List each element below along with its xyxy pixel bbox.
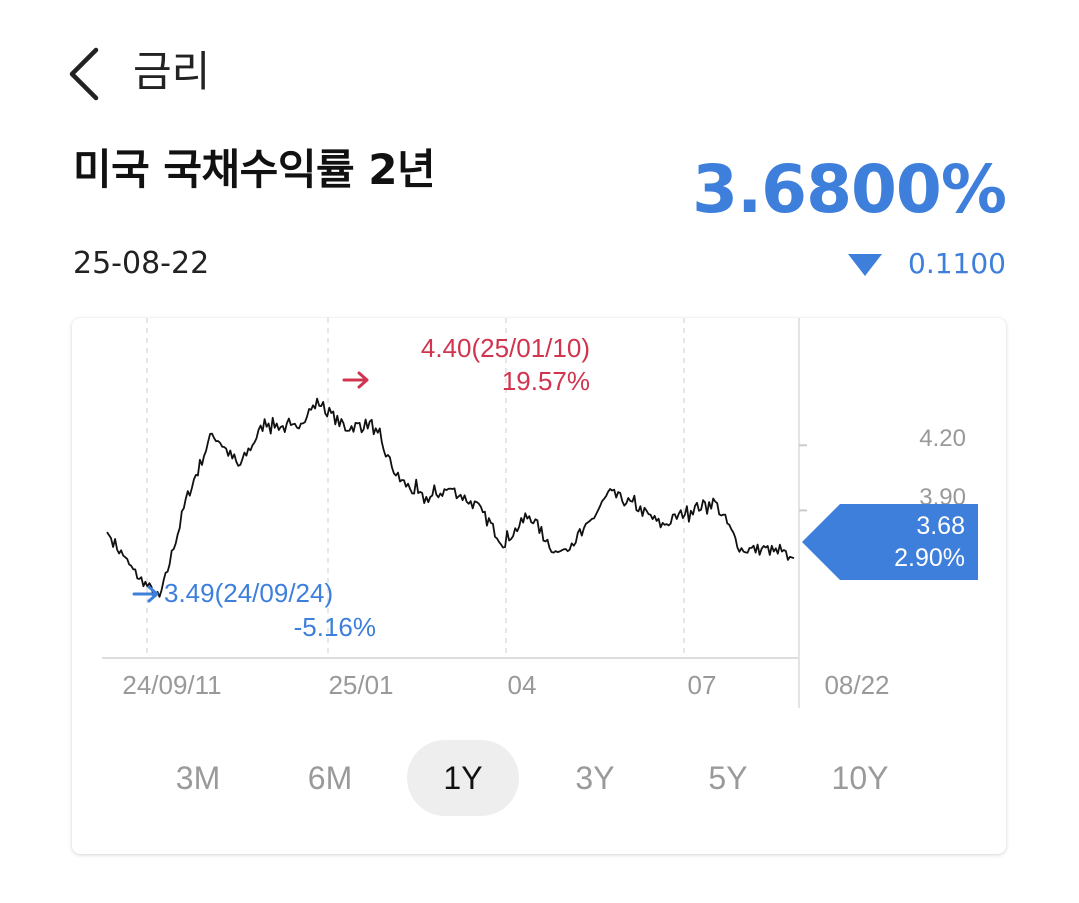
current-value-badge [802,504,978,580]
low-value-label: 3.49(24/09/24) [164,578,333,608]
line-chart[interactable]: 4.40(25/01/10) 19.57% 3.49(24/09/24) -5.… [72,318,1006,738]
change-value: 0.1100 [908,247,1006,280]
low-arrow-icon [132,585,159,603]
triangle-down-icon [848,254,883,276]
range-6m-button[interactable]: 6M [307,759,353,796]
current-price: 3.6800% [692,151,1007,228]
page-title: 금리 [133,47,211,96]
chevron-left-icon [69,47,99,101]
range-3m-button[interactable]: 3M [175,759,221,796]
range-5y-button[interactable]: 5Y [708,759,748,796]
x-tick-label-2: 04 [508,670,537,700]
range-1y-button[interactable]: 1Y [407,740,519,816]
high-arrow-icon [342,371,369,389]
current-value-label: 3.68 [916,512,965,540]
x-tick-label-1: 25/01 [328,670,393,700]
back-button[interactable] [60,42,120,106]
change-row: 0.1100 [848,244,1006,284]
chart-grid [102,318,800,708]
chart-card: 4.40(25/01/10) 19.57% 3.49(24/09/24) -5.… [72,318,1006,854]
high-value-label: 4.40(25/01/10) [421,333,590,363]
range-10y-button[interactable]: 10Y [831,759,889,796]
high-pct-label: 19.57% [502,366,590,396]
low-pct-label: -5.16% [294,612,376,642]
range-selector: 3M 6M 1Y 3Y 5Y 10Y [142,740,972,816]
axis-ticks [799,444,807,512]
range-3y-button[interactable]: 3Y [575,759,615,796]
instrument-name: 미국 국채수익률 2년 [73,145,436,194]
price-line [106,397,795,599]
quote-date: 25-08-22 [73,246,210,281]
y-tick-label-4-20: 4.20 [919,425,966,452]
x-tick-label-3: 07 [688,670,717,700]
x-tick-label-4: 08/22 [824,670,889,700]
current-pct-label: 2.90% [894,544,965,572]
x-tick-label-0: 24/09/11 [122,670,221,700]
